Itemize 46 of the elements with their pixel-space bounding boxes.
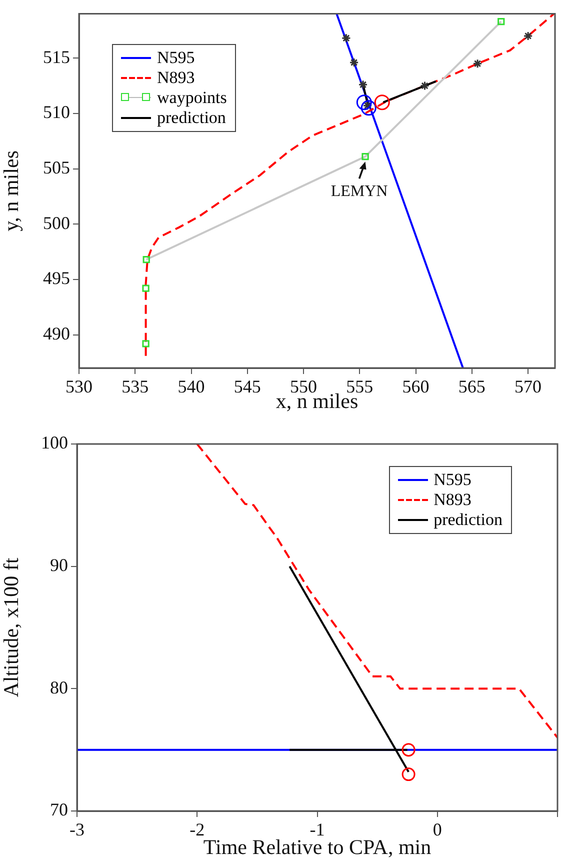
point bbox=[356, 94, 372, 110]
y-tick-label: 505 bbox=[43, 157, 70, 178]
legend-label: N893 bbox=[434, 490, 472, 510]
legend-label: prediction bbox=[157, 108, 226, 128]
point bbox=[374, 94, 390, 110]
x-tick-label: -3 bbox=[70, 820, 84, 840]
legend-label: waypoints bbox=[157, 88, 227, 108]
y-axis-title: y, n miles bbox=[0, 150, 24, 232]
point bbox=[341, 33, 351, 43]
x-tick-label: 535 bbox=[122, 376, 149, 397]
legend-label: N595 bbox=[157, 48, 195, 68]
x-tick-label: 570 bbox=[514, 376, 542, 397]
point bbox=[420, 80, 430, 90]
legend-label: N595 bbox=[434, 470, 472, 490]
x-tick-label: 0 bbox=[432, 820, 442, 840]
x-tick-label: -2 bbox=[190, 820, 205, 840]
y-tick-label: 500 bbox=[43, 212, 70, 233]
x-tick-label: 540 bbox=[178, 376, 205, 397]
x-tick-label: 565 bbox=[458, 376, 486, 397]
y-tick-label: 80 bbox=[50, 677, 68, 698]
line-series bbox=[196, 444, 558, 739]
y-tick-label: 100 bbox=[41, 432, 68, 453]
point bbox=[362, 153, 369, 160]
y-tick-label: 515 bbox=[43, 46, 70, 67]
x-tick-label: 555 bbox=[346, 376, 374, 397]
x-tick-label: 545 bbox=[234, 376, 261, 397]
legend-label: prediction bbox=[434, 510, 502, 530]
point bbox=[142, 340, 150, 348]
point bbox=[498, 18, 505, 26]
y-tick-label: 495 bbox=[43, 268, 70, 288]
y-tick-label: 490 bbox=[43, 324, 70, 344]
annotation: LEMYN bbox=[330, 182, 388, 200]
x-tick-label: 530 bbox=[66, 376, 92, 397]
y-tick-label: 90 bbox=[50, 555, 68, 576]
point bbox=[142, 256, 150, 264]
y-axis-title: Altitude, x100 ft bbox=[0, 558, 24, 698]
point bbox=[142, 284, 150, 292]
point bbox=[523, 31, 533, 41]
y-tick-label: 510 bbox=[43, 102, 70, 122]
point bbox=[472, 58, 482, 68]
point bbox=[360, 100, 376, 116]
point bbox=[349, 58, 359, 68]
legend-label: N893 bbox=[157, 68, 195, 88]
x-tick-label: 560 bbox=[402, 376, 430, 397]
point bbox=[358, 80, 368, 90]
y-tick-label: 70 bbox=[50, 800, 68, 820]
